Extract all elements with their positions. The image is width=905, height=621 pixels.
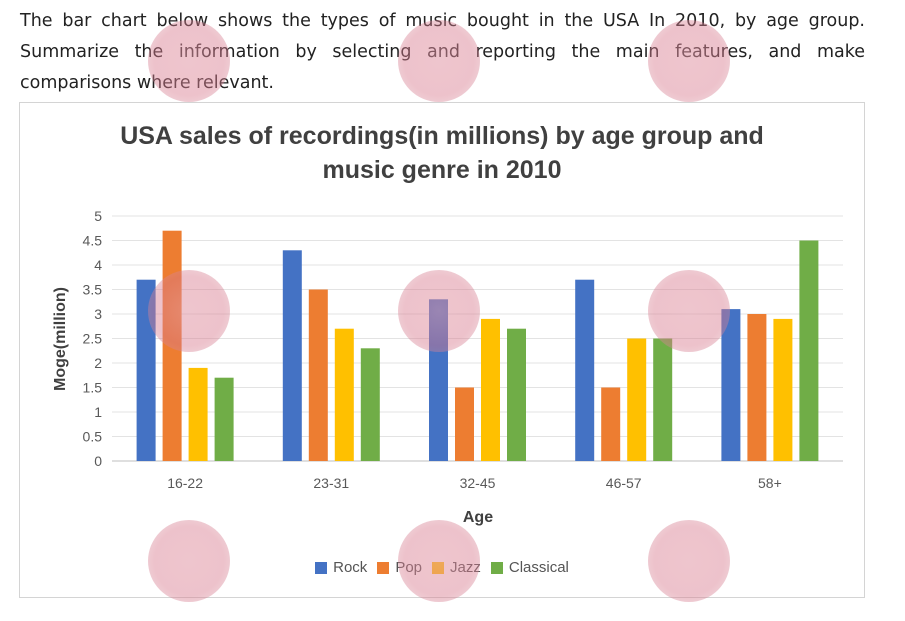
bar-rock-23-31 [282,250,302,461]
x-tick-labels: 16-22 23-31 32-45 46-57 58+ [167,475,782,491]
legend-label: Rock [333,559,368,576]
bar-jazz-58+ [773,318,793,461]
bar-jazz-32-45 [481,318,500,461]
legend-label: Pop [395,559,423,576]
bar-pop-16-22 [162,230,182,461]
bar-classical-32-45 [507,328,526,461]
y-tick-label: 1 [94,404,102,420]
legend-item-pop: Pop [377,559,422,576]
chart-title: USA sales of recordings(in millions) by … [20,119,864,187]
bar-jazz-16-22 [188,367,208,461]
x-tick-label: 23-31 [313,475,349,491]
y-tick-label: 0 [94,453,102,469]
y-tick-label: 2.5 [83,331,103,347]
legend-label: Classical [508,559,569,576]
plot-svg: 0 0.5 1 1.5 2 2.5 3 3.5 4 4.5 5 16-22 23-31 32-45 46-… [52,208,843,526]
chart-legend: Rock Pop Jazz Classical [20,559,864,576]
legend-swatch [432,561,445,574]
y-tick-label: 3 [94,306,102,322]
y-tick-label: 5 [94,208,102,224]
bar-rock-32-45 [429,299,448,461]
y-tick-label: 4.5 [83,233,103,249]
bar-pop-32-45 [455,387,474,461]
bar-classical-16-22 [214,377,234,461]
legend-label: Jazz [450,559,481,576]
legend-item-jazz: Jazz [432,559,481,576]
bars [136,230,819,461]
legend-item-classical: Classical [490,559,569,576]
bar-classical-58+ [799,240,819,461]
chart-title-line-1: USA sales of recordings(in millions) by … [120,122,764,150]
task-prompt: The bar chart below shows the types of m… [20,11,865,93]
y-tick-label: 3.5 [83,282,103,298]
y-tick-label: 4 [94,257,102,273]
bar-rock-16-22 [136,279,156,461]
x-tick-label: 16-22 [167,475,203,491]
y-axis-label: Moge(million) [52,287,69,391]
bar-classical-46-57 [653,338,673,461]
y-tick-label: 0.5 [83,429,103,445]
bar-rock-58+ [721,309,741,461]
bar-classical-23-31 [360,348,380,461]
bar-pop-46-57 [601,387,621,461]
chart-title-line-2: music genre in 2010 [322,156,562,184]
bar-pop-58+ [747,314,767,461]
x-tick-label: 32-45 [460,475,496,491]
y-tick-labels: 0 0.5 1 1.5 2 2.5 3 3.5 4 4.5 5 [83,208,103,469]
legend-swatch [315,561,328,574]
legend-swatch [377,561,390,574]
x-tick-label: 58+ [758,475,782,491]
x-axis-label: Age [463,509,493,526]
y-tick-label: 2 [94,355,102,371]
bar-jazz-46-57 [627,338,647,461]
bar-jazz-23-31 [334,328,354,461]
bar-pop-23-31 [308,289,328,461]
x-tick-label: 46-57 [606,475,642,491]
chart-area: USA sales of recordings(in millions) by … [19,102,865,598]
bar-rock-46-57 [575,279,595,461]
legend-item-rock: Rock [315,559,367,576]
legend-swatch [490,561,503,574]
y-tick-label: 1.5 [83,380,103,396]
